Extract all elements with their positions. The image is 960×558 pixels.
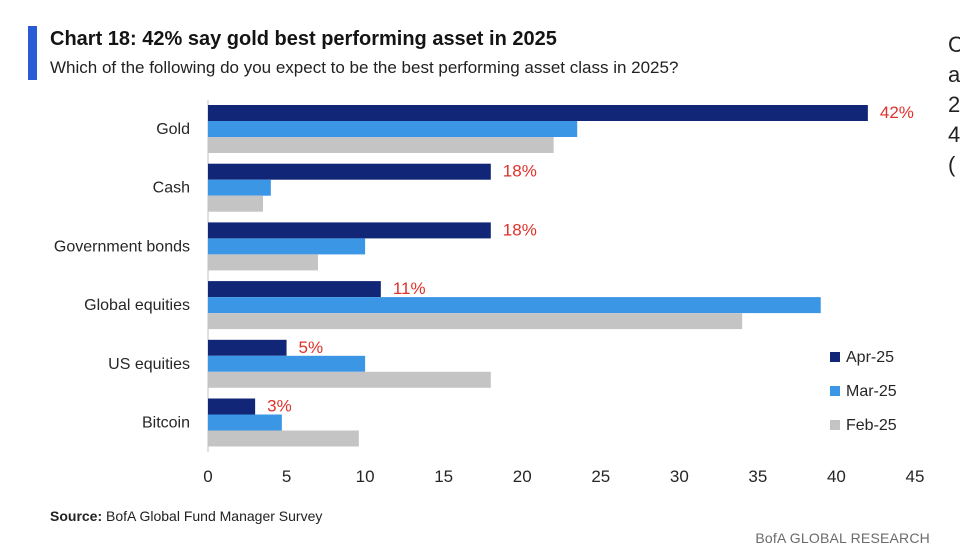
bar-feb-25: [208, 254, 318, 271]
chart-title: Chart 18: 42% say gold best performing a…: [50, 28, 557, 50]
bar-feb-25: [208, 313, 743, 330]
category-label: Government bonds: [54, 238, 190, 255]
x-tick-label: 40: [827, 467, 846, 486]
legend-swatch: [830, 386, 840, 396]
x-tick-label: 10: [356, 467, 375, 486]
data-label: 5%: [299, 338, 324, 357]
x-tick-label: 20: [513, 467, 532, 486]
bar-feb-25: [208, 137, 554, 153]
x-tick-label: 5: [282, 467, 291, 486]
data-label: 18%: [503, 220, 537, 239]
side-char: C: [948, 32, 960, 57]
clipped-side-text: C a 2 4 (: [948, 30, 960, 180]
brand-label: BofA GLOBAL RESEARCH: [755, 530, 930, 546]
x-tick-label: 25: [591, 467, 610, 486]
source-text: BofA Global Fund Manager Survey: [106, 508, 323, 524]
title-accent-bar: [28, 26, 37, 80]
category-label: Gold: [156, 121, 190, 138]
bar-apr-25: [208, 281, 381, 298]
side-char: 4: [948, 122, 960, 147]
x-tick-label: 45: [906, 467, 925, 486]
x-tick-label: 0: [203, 467, 212, 486]
bar-mar-25: [208, 355, 366, 372]
data-label: 18%: [503, 162, 537, 181]
source-label: Source:: [50, 508, 103, 524]
category-label: Global equities: [84, 297, 190, 314]
legend-swatch: [830, 352, 840, 362]
bar-feb-25: [208, 195, 263, 212]
category-label: US equities: [108, 356, 190, 373]
bar-apr-25: [208, 222, 491, 239]
legend-label: Mar-25: [846, 383, 897, 400]
source-note: Source: BofA Global Fund Manager Survey: [50, 508, 322, 524]
side-char: a: [948, 62, 960, 87]
x-tick-label: 30: [670, 467, 689, 486]
bar-feb-25: [208, 430, 359, 447]
x-tick-label: 35: [748, 467, 767, 486]
bar-apr-25: [208, 105, 868, 121]
legend-swatch: [830, 420, 840, 430]
category-label: Bitcoin: [142, 415, 190, 432]
bar-apr-25: [208, 163, 491, 180]
data-label: 42%: [880, 103, 914, 122]
bar-apr-25: [208, 398, 256, 415]
bar-mar-25: [208, 414, 282, 431]
bar-feb-25: [208, 371, 491, 388]
data-label: 3%: [267, 397, 292, 416]
side-char: 2: [948, 92, 960, 117]
legend-label: Apr-25: [846, 349, 894, 366]
bar-mar-25: [208, 121, 578, 137]
category-label: Cash: [153, 180, 190, 197]
chart-subtitle: Which of the following do you expect to …: [50, 58, 679, 77]
side-char: (: [948, 152, 956, 177]
legend-label: Feb-25: [846, 417, 897, 434]
bar-mar-25: [208, 179, 271, 196]
bar-chart: Gold 42% Cash 18% Government bonds 18% Global …: [54, 100, 925, 486]
bar-apr-25: [208, 339, 287, 356]
bar-mar-25: [208, 297, 821, 314]
x-tick-label: 15: [434, 467, 453, 486]
data-label: 11%: [393, 279, 426, 298]
bar-mar-25: [208, 238, 366, 255]
